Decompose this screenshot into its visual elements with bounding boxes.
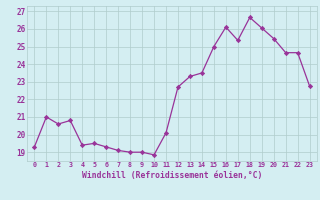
X-axis label: Windchill (Refroidissement éolien,°C): Windchill (Refroidissement éolien,°C)	[82, 171, 262, 180]
